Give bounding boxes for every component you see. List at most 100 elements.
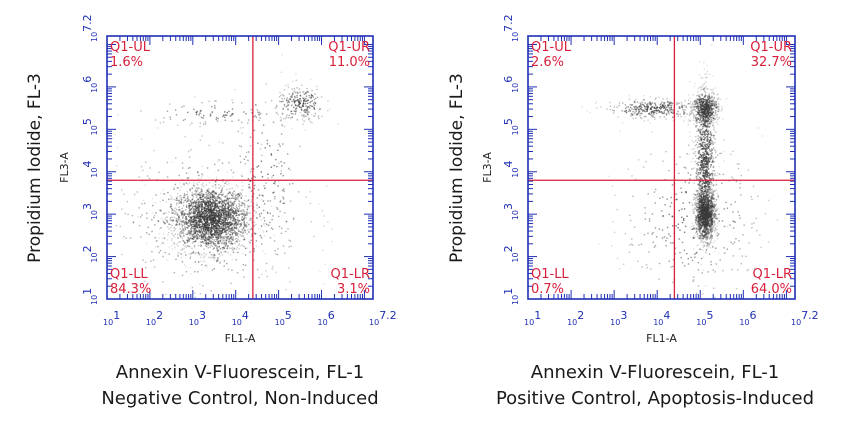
data-point xyxy=(710,215,712,217)
data-point xyxy=(226,207,228,210)
data-point xyxy=(205,204,207,206)
data-point xyxy=(196,199,198,202)
data-point xyxy=(216,229,219,232)
data-point xyxy=(195,196,198,198)
data-point xyxy=(236,213,238,215)
data-point xyxy=(202,211,204,213)
data-point xyxy=(207,230,209,233)
data-point xyxy=(226,223,228,225)
data-point xyxy=(217,237,220,239)
data-point xyxy=(711,227,713,230)
data-point xyxy=(181,223,183,225)
data-point xyxy=(700,199,702,202)
data-point xyxy=(182,244,185,246)
data-point xyxy=(192,201,194,204)
data-point xyxy=(263,185,265,187)
data-point xyxy=(694,151,697,153)
data-point xyxy=(698,235,701,237)
data-point xyxy=(708,199,710,201)
data-point xyxy=(195,194,198,196)
data-point xyxy=(229,238,231,240)
data-point xyxy=(204,121,206,123)
data-point xyxy=(207,192,209,194)
data-point xyxy=(211,254,213,256)
data-point xyxy=(225,216,228,218)
data-point xyxy=(699,204,701,206)
data-point xyxy=(222,231,224,234)
data-point xyxy=(180,194,182,197)
data-point xyxy=(187,237,189,239)
data-point xyxy=(712,211,714,213)
data-point xyxy=(241,203,243,205)
data-point xyxy=(200,178,202,180)
data-point xyxy=(221,207,223,210)
data-point xyxy=(704,209,706,211)
data-point xyxy=(237,196,239,198)
data-point xyxy=(285,221,288,223)
data-point xyxy=(710,193,713,195)
data-point xyxy=(283,202,285,205)
data-point xyxy=(186,213,188,215)
data-point xyxy=(176,212,178,214)
data-point xyxy=(709,202,712,204)
data-point xyxy=(709,230,711,232)
data-point xyxy=(276,165,278,168)
data-point xyxy=(699,93,701,96)
data-point xyxy=(242,213,244,215)
data-point xyxy=(185,172,188,174)
data-point xyxy=(262,124,265,126)
data-point xyxy=(703,233,706,236)
data-point xyxy=(705,218,707,220)
data-point xyxy=(305,95,308,97)
data-point xyxy=(200,200,203,203)
data-point xyxy=(286,97,288,99)
data-point xyxy=(225,181,227,183)
data-point xyxy=(211,178,214,181)
data-point xyxy=(203,225,206,227)
data-point xyxy=(227,199,230,201)
data-point xyxy=(714,223,716,225)
data-point xyxy=(154,214,156,216)
data-point xyxy=(200,241,203,244)
data-point xyxy=(230,209,233,212)
data-point xyxy=(254,233,256,235)
data-point xyxy=(214,184,217,186)
data-point xyxy=(250,218,252,220)
data-point xyxy=(232,237,234,240)
data-point xyxy=(211,214,213,216)
data-point xyxy=(214,181,217,183)
data-point xyxy=(696,162,698,165)
data-point xyxy=(183,221,185,223)
data-point xyxy=(311,94,313,97)
data-point xyxy=(176,197,178,200)
data-point xyxy=(158,237,161,239)
data-point xyxy=(239,223,242,225)
data-point xyxy=(203,248,205,250)
data-point xyxy=(224,251,227,253)
data-point xyxy=(255,211,257,213)
data-point xyxy=(242,202,244,204)
data-point xyxy=(177,251,180,254)
data-point xyxy=(225,214,228,216)
data-point xyxy=(259,148,262,150)
data-point xyxy=(205,217,207,219)
data-point xyxy=(207,247,209,249)
data-point xyxy=(227,251,229,254)
data-point xyxy=(183,184,185,187)
data-point xyxy=(184,213,186,215)
data-point xyxy=(287,117,290,119)
data-point xyxy=(210,234,213,236)
data-point xyxy=(231,243,234,245)
data-point xyxy=(714,213,716,215)
data-point xyxy=(257,165,260,167)
data-point xyxy=(176,202,178,204)
data-point xyxy=(183,222,186,224)
data-point xyxy=(254,115,256,117)
data-point xyxy=(219,208,221,211)
data-point xyxy=(701,201,704,203)
data-point xyxy=(218,218,220,220)
data-point xyxy=(220,235,222,237)
data-point xyxy=(230,247,233,250)
data-point xyxy=(222,225,224,228)
data-point xyxy=(713,129,715,131)
